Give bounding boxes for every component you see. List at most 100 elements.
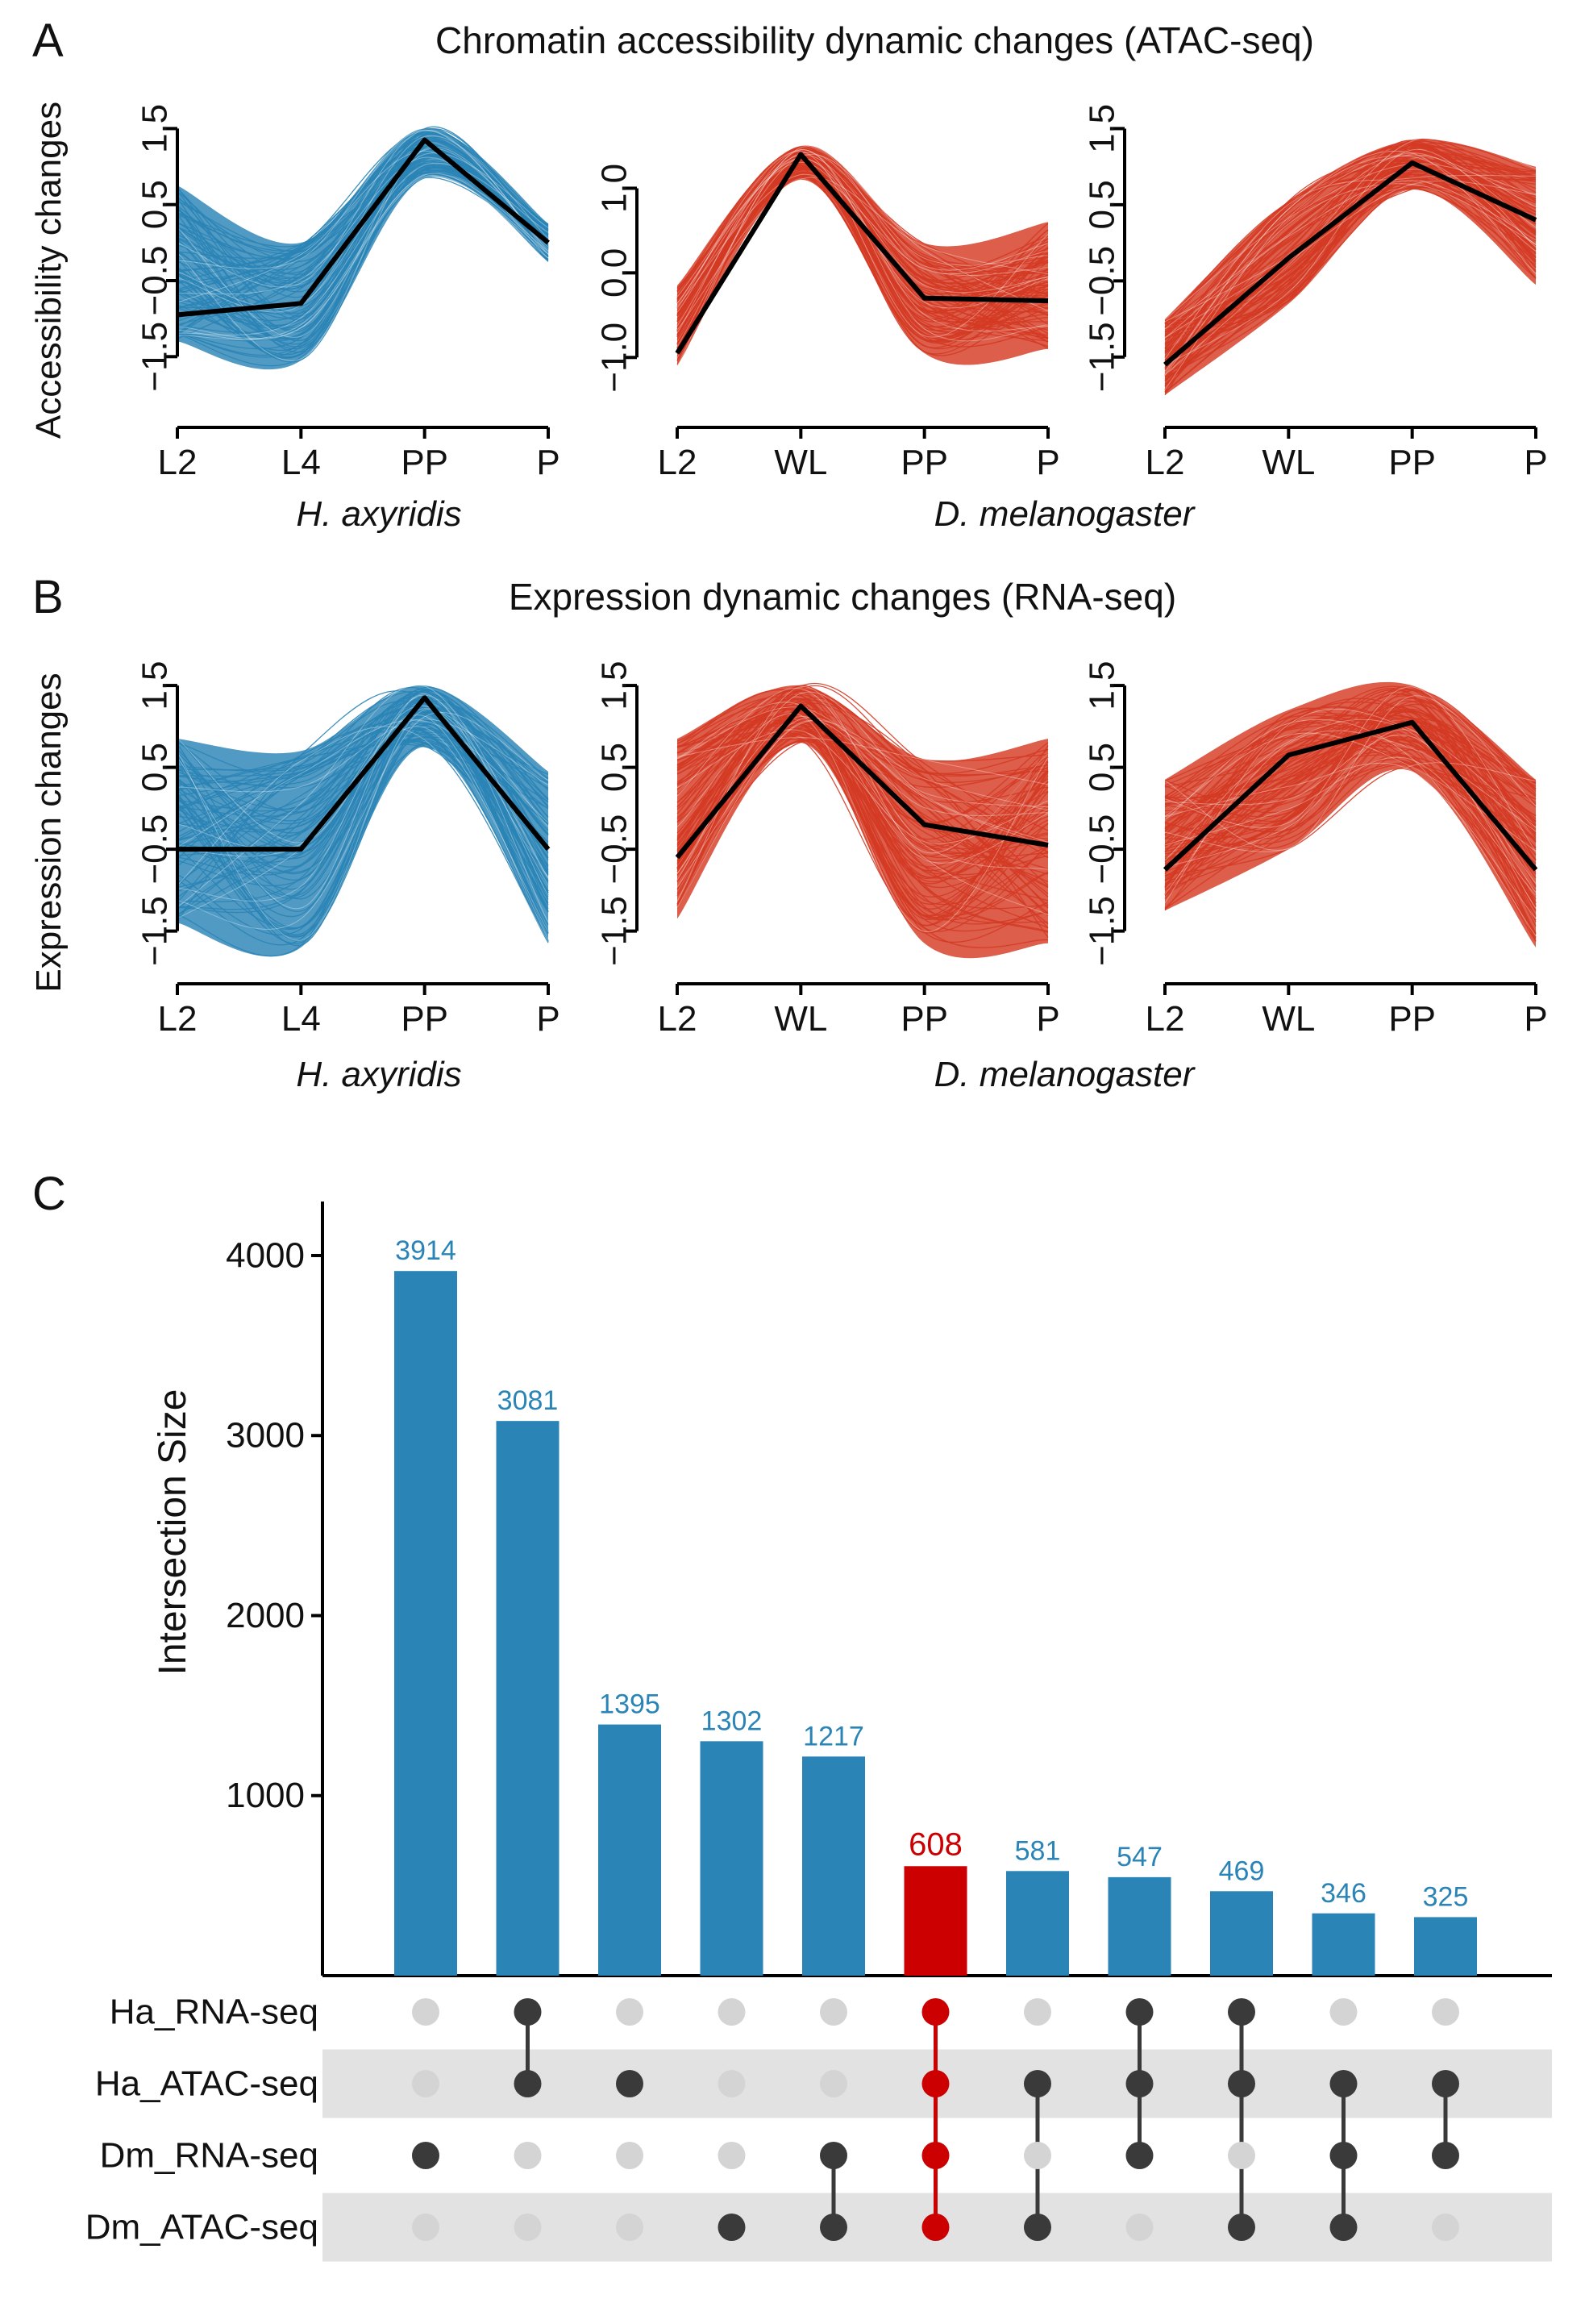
trajectory-line [1164,762,1537,852]
matrix-dot-filled [1228,1998,1255,2026]
y-tick-label: −1.5 [135,322,175,392]
mean-trend-line [675,152,1049,355]
panel-c-letter: C [32,1168,66,1220]
trajectory-line [177,147,549,340]
trajectory-line [1164,718,1537,893]
matrix-dot-filled [718,2214,746,2241]
matrix-dot-empty [820,1998,847,2026]
trajectory-line [1164,165,1537,350]
trajectory-line [177,696,549,932]
trajectory-line [676,724,1049,917]
trajectory-line [676,689,1049,924]
trajectory-line [1164,685,1537,862]
trajectory-line [177,707,549,935]
mean-trend-line [177,137,550,318]
y-tick-label: −1.0 [595,323,634,393]
trajectory-line [1164,185,1537,325]
trajectory-line [676,739,1049,871]
chart-a2: −1.00.01.0L2 WL PP P [595,145,1060,482]
matrix-dot-filled [412,2142,439,2169]
trajectory-line [1164,762,1537,919]
y-tick-label: 1000 [226,1776,305,1815]
trajectory-line [1164,686,1537,852]
matrix-dot-filled [921,1998,950,2026]
trajectory-line [1164,164,1537,377]
y-tick-label: 1.0 [595,164,634,213]
mean-trend-line [1163,719,1538,872]
matrix-dot-filled [1125,2070,1154,2097]
trajectory-line [1164,169,1537,323]
matrix-dot-empty [1432,1998,1459,2026]
trajectory-line [177,717,549,934]
bar-value-label: 1217 [803,1721,864,1751]
matrix-dot-filled [1125,2142,1154,2169]
x-tick-label: P [1036,999,1059,1039]
matrix-dot-filled [820,2214,847,2241]
y-tick-label: 1.5 [595,660,634,710]
y-tick-label: 0.5 [1083,180,1122,229]
intersection-bar [496,1421,559,1976]
y-tick-label: −0.5 [135,246,175,316]
x-tick-label: L2 [158,443,198,482]
matrix-dot-empty [412,1998,439,2026]
y-tick-label: −1.5 [1083,322,1122,392]
mean-trend-line [1163,160,1537,367]
x-tick-label: L2 [1146,999,1185,1039]
matrix-dot-empty [1125,2214,1154,2241]
matrix-dot-empty [820,2070,847,2097]
chart-c-upset: 1000 2000 3000 4000 Intersection Size 3914 308… [85,1202,1552,2262]
trajectory-line [676,702,1049,934]
trajectory-line [1164,140,1537,337]
trajectory-line [1164,160,1537,346]
trajectory-line [676,161,1049,301]
set-label: Dm_RNA-seq [100,2136,318,2176]
y-tick-label: −0.5 [1083,814,1122,885]
trajectory-line [1164,714,1537,806]
x-tick-label: L2 [658,999,697,1039]
matrix-dot-empty [616,2142,643,2169]
y-tick-label: −0.5 [595,814,634,885]
x-tick-label: P [536,999,559,1039]
bar-value-label: 581 [1015,1835,1061,1866]
trajectory-line [676,148,1049,333]
trajectory-line [177,743,549,873]
trajectory-line [676,152,1049,327]
trajectory-line [177,714,549,882]
matrix-dot-filled [514,2070,542,2097]
y-tick-label: −1.5 [595,896,634,966]
chart-b3: −1.5−0.50.51.5L2 WL PP PD. melanogaster [934,660,1548,1094]
y-tick-label: 0.0 [595,248,634,298]
trajectory-line [177,153,549,363]
y-tick-label: −1.5 [135,896,175,966]
trajectory-line [676,168,1049,342]
trajectory-line [1164,759,1537,904]
trajectory-line [177,169,549,262]
trajectory-line [1164,698,1537,909]
intersection-bar [904,1866,967,1976]
trajectory-line [177,149,549,329]
trajectory-line [1164,174,1537,359]
trajectory-line [1164,718,1537,937]
trajectory-line [177,708,549,857]
x-tick-label: PP [1388,999,1436,1039]
trajectory-line [676,708,1049,803]
y-tick-label: 1.5 [1083,104,1122,153]
matrix-dot-empty [1228,2142,1255,2169]
matrix-dot-filled [616,2070,643,2097]
trajectory-line [177,129,549,269]
y-tick-label: 0.5 [135,743,175,792]
matrix-dot-filled [820,2142,847,2169]
trajectory-line [676,152,1049,309]
trajectory-line [177,697,549,893]
trajectory-line [1164,710,1537,912]
matrix-dot-empty [1024,2142,1051,2169]
trajectory-line [676,705,1049,918]
trajectory-line [676,153,1049,331]
trajectory-line [1164,152,1537,330]
x-tick-label: L2 [658,443,697,482]
matrix-dot-filled [1329,2070,1358,2097]
trajectory-line [177,721,549,868]
y-tick-label: 0.5 [135,180,175,229]
matrix-dot-filled [921,2070,950,2097]
